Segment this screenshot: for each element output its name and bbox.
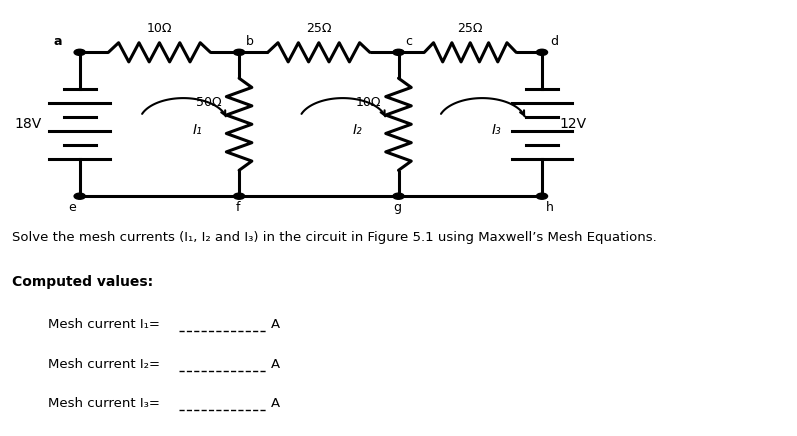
Text: 10Ω: 10Ω bbox=[355, 96, 381, 109]
Text: A: A bbox=[271, 397, 280, 410]
Text: 18V: 18V bbox=[14, 117, 41, 131]
Text: h: h bbox=[546, 201, 554, 215]
Text: b: b bbox=[245, 35, 253, 48]
Text: Computed values:: Computed values: bbox=[12, 275, 153, 289]
Text: A: A bbox=[271, 358, 280, 371]
Text: Mesh current I₁=: Mesh current I₁= bbox=[48, 318, 159, 331]
Text: g: g bbox=[393, 201, 401, 215]
Text: 25Ω: 25Ω bbox=[306, 22, 332, 35]
Text: d: d bbox=[550, 35, 558, 48]
Text: 10Ω: 10Ω bbox=[147, 22, 172, 35]
Circle shape bbox=[74, 193, 85, 199]
Text: c: c bbox=[405, 35, 412, 48]
Circle shape bbox=[234, 49, 245, 55]
Circle shape bbox=[74, 49, 85, 55]
Circle shape bbox=[393, 193, 404, 199]
Text: a: a bbox=[53, 35, 62, 48]
Text: I₃: I₃ bbox=[492, 123, 501, 137]
Text: I₁: I₁ bbox=[193, 123, 202, 137]
Text: I₂: I₂ bbox=[352, 123, 362, 137]
Text: 12V: 12V bbox=[559, 117, 587, 131]
Text: A: A bbox=[271, 318, 280, 331]
Circle shape bbox=[536, 193, 548, 199]
Text: Mesh current I₃=: Mesh current I₃= bbox=[48, 397, 159, 410]
Text: f: f bbox=[235, 201, 240, 215]
Text: Mesh current I₂=: Mesh current I₂= bbox=[48, 358, 160, 371]
Text: Solve the mesh currents (I₁, I₂ and I₃) in the circuit in Figure 5.1 using Maxwe: Solve the mesh currents (I₁, I₂ and I₃) … bbox=[12, 231, 657, 244]
Text: e: e bbox=[68, 201, 76, 215]
Text: 50Ω: 50Ω bbox=[196, 96, 222, 109]
Text: 25Ω: 25Ω bbox=[457, 22, 483, 35]
Circle shape bbox=[393, 49, 404, 55]
Circle shape bbox=[536, 49, 548, 55]
Circle shape bbox=[234, 193, 245, 199]
